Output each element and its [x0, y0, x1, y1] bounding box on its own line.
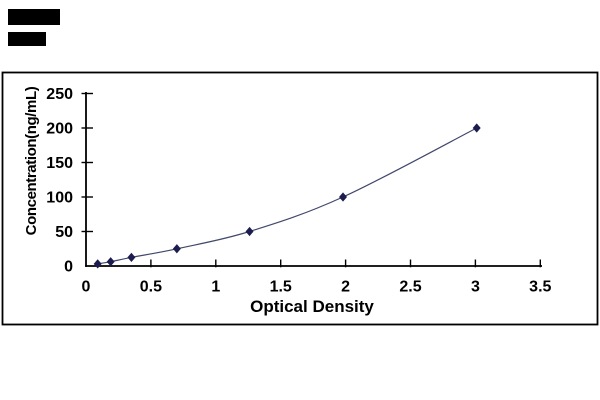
y-tick-label: 250	[46, 86, 73, 103]
x-tick-label: 2.5	[399, 279, 421, 296]
data-point-marker	[106, 257, 115, 267]
x-axis-tick-labels: 0 0.5 1 1.5 2 2.5 3 3.5	[82, 279, 552, 296]
data-point-marker	[127, 252, 136, 262]
x-tick-label: 0	[82, 279, 91, 296]
data-point-marker	[472, 123, 481, 133]
y-tick-label: 0	[64, 259, 73, 276]
x-tick-label: 2	[341, 279, 350, 296]
watermark-redaction-bar-top	[8, 9, 60, 25]
chart-frame	[1, 71, 599, 326]
y-axis-ticks	[81, 92, 93, 233]
y-axis-tick-labels: 0 50 100 150 200 250	[46, 86, 73, 276]
data-point-marker	[93, 259, 102, 269]
y-tick-label: 50	[55, 224, 73, 241]
x-tick-label: 1	[211, 279, 220, 296]
data-point-marker	[339, 192, 348, 202]
y-tick-label: 150	[46, 155, 73, 172]
data-point-marker	[172, 244, 181, 254]
data-point-marker	[245, 226, 254, 237]
x-tick-label: 1.5	[270, 279, 292, 296]
x-tick-label: 3.5	[529, 279, 551, 296]
standard-curve-line	[97, 127, 477, 265]
data-point-markers	[93, 123, 481, 269]
y-axis-title: Concentration(ng/mL)	[23, 86, 40, 235]
x-axis-title: Optical Density	[250, 297, 374, 316]
x-tick-label: 0.5	[140, 279, 162, 296]
watermark-redaction-bar-bottom	[8, 32, 46, 46]
y-tick-label: 200	[46, 121, 73, 138]
x-tick-label: 3	[471, 279, 480, 296]
y-tick-label: 100	[46, 190, 73, 207]
